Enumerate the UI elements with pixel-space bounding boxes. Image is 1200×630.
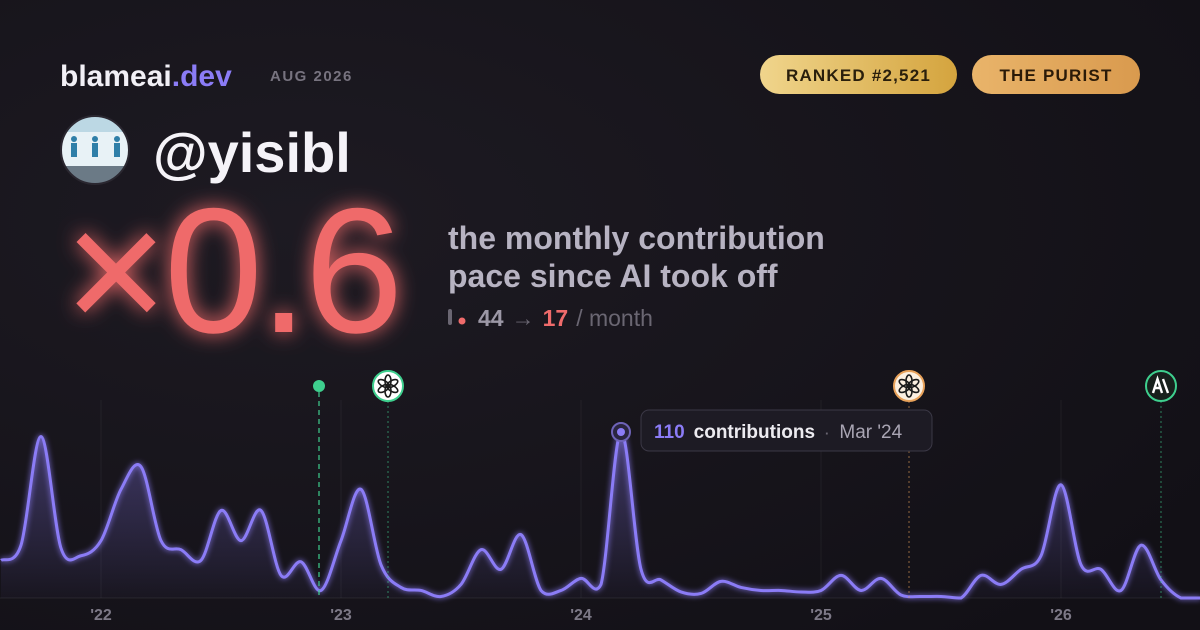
- brand-name: blameai: [60, 60, 172, 93]
- after-icon: [458, 317, 466, 325]
- brand: blameai.dev: [60, 60, 232, 93]
- event-icon-petal: [377, 378, 390, 389]
- x-tick-label: '26: [1050, 607, 1072, 624]
- archetype-badge-text: THE PURIST: [999, 66, 1112, 85]
- tooltip-date: Mar '24: [839, 422, 902, 443]
- x-tick-label: '24: [570, 607, 592, 624]
- event-dot: [313, 380, 325, 392]
- x-tick-label: '23: [330, 607, 352, 624]
- before-value: 44: [478, 305, 504, 331]
- arrow: →: [512, 305, 535, 331]
- tooltip-label: contributions: [694, 422, 815, 443]
- chart: '22 '23 '24 '25 '26 110 contributions · Mar '24: [0, 370, 1200, 624]
- tooltip-value: 110: [654, 422, 685, 443]
- pace: 44 → 17 / month: [478, 305, 653, 331]
- highlight-point: [617, 428, 625, 436]
- unit: / month: [576, 305, 653, 331]
- event-icon: [372, 370, 404, 402]
- tooltip: 110 contributions · Mar '24: [640, 409, 933, 452]
- area: [1, 431, 1200, 598]
- event-icon: [893, 370, 925, 402]
- x-tick-label: '22: [90, 607, 112, 624]
- handle: @yisibl: [153, 121, 351, 184]
- period: AUG 2026: [270, 68, 353, 85]
- brand-tld: .dev: [172, 60, 232, 93]
- event-icon-logo: [1151, 375, 1170, 394]
- archetype-badge: [972, 55, 1140, 94]
- avatar-ring: [60, 115, 130, 185]
- after-value: 17: [543, 305, 569, 331]
- multiplier: ×0.6: [64, 171, 399, 370]
- event-marker: [1145, 370, 1177, 598]
- description-line: the monthly contribution: [448, 220, 825, 256]
- x-tick-label: '25: [810, 607, 832, 624]
- tooltip-box: [640, 409, 933, 452]
- event-marker: [893, 370, 925, 598]
- rank-badge: [760, 55, 957, 94]
- description-line: pace since AI took off: [448, 258, 778, 294]
- rank-badge-text: RANKED #2,521: [786, 66, 931, 85]
- event-marker: [372, 370, 404, 598]
- line: [0, 430, 1200, 600]
- before-icon: [448, 309, 452, 325]
- event-marker: [313, 380, 325, 598]
- event-icon-petal: [898, 378, 911, 389]
- tooltip-text: 110 contributions · Mar '24: [654, 422, 903, 443]
- tooltip-separator: ·: [825, 426, 829, 441]
